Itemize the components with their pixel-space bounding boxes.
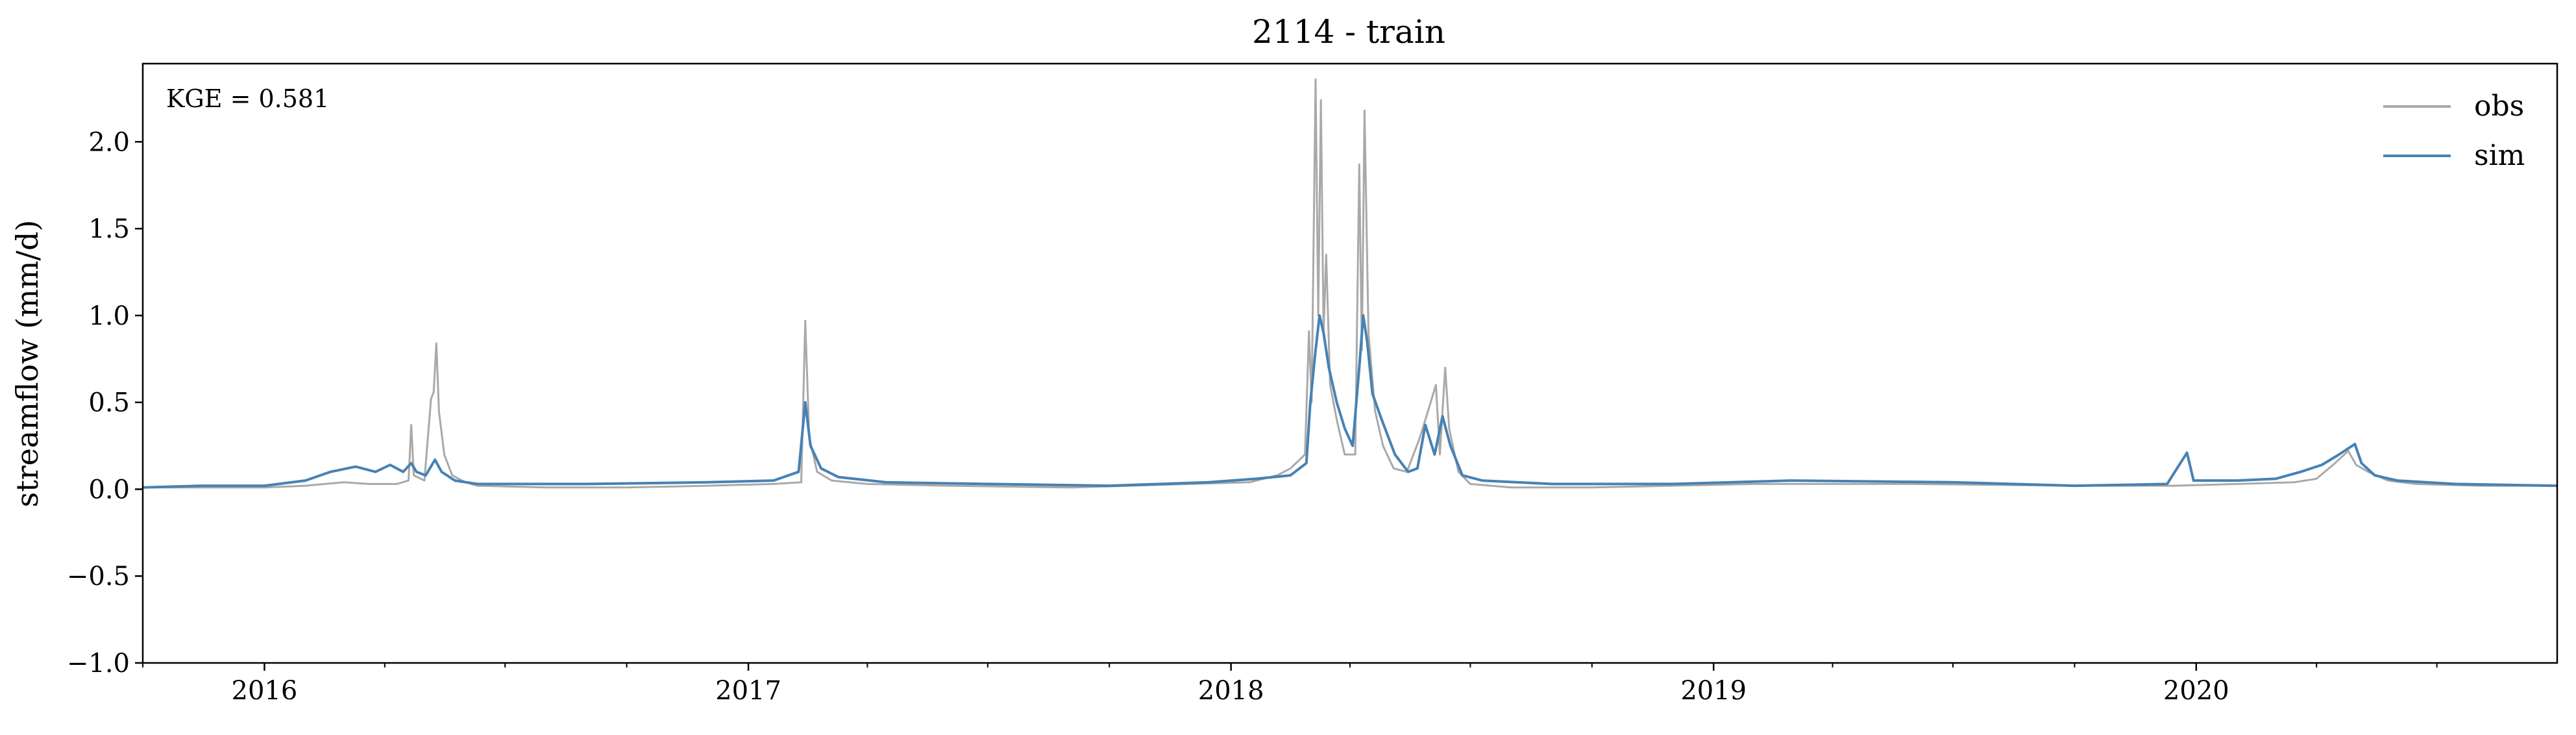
legend-label-obs: obs <box>2474 90 2524 123</box>
legend-label-sim: sim <box>2474 139 2525 172</box>
x-tick-label: 2018 <box>1198 676 1264 706</box>
x-ticks: 2016 2017 2018 2019 2020 <box>142 663 2438 706</box>
series-line-obs <box>143 78 2557 489</box>
y-axis-label: streamflow (mm/d) <box>10 220 45 508</box>
legend: obs sim <box>2383 90 2525 172</box>
x-tick-label: 2017 <box>715 676 781 706</box>
series-line-sim <box>142 314 2558 489</box>
x-tick-label: 2016 <box>232 676 298 706</box>
chart-title: 2114 - train <box>1252 13 1445 51</box>
kge-annotation: KGE = 0.581 <box>166 84 329 113</box>
y-tick-label: 1.0 <box>88 301 130 331</box>
x-tick-label: 2019 <box>1680 676 1747 706</box>
series-layer <box>142 78 2558 489</box>
x-tick-label: 2020 <box>2163 676 2229 706</box>
y-tick-label: −0.5 <box>67 562 130 592</box>
y-tick-label: −1.0 <box>67 649 130 679</box>
y-tick-label: 0.5 <box>88 388 130 418</box>
y-tick-label: 1.5 <box>88 214 130 244</box>
plot-frame <box>141 62 2558 664</box>
y-ticks: −1.0 −0.5 0.0 0.5 1.0 1.5 2.0 <box>67 127 143 679</box>
y-tick-label: 2.0 <box>88 127 130 157</box>
y-tick-label: 0.0 <box>88 475 130 505</box>
